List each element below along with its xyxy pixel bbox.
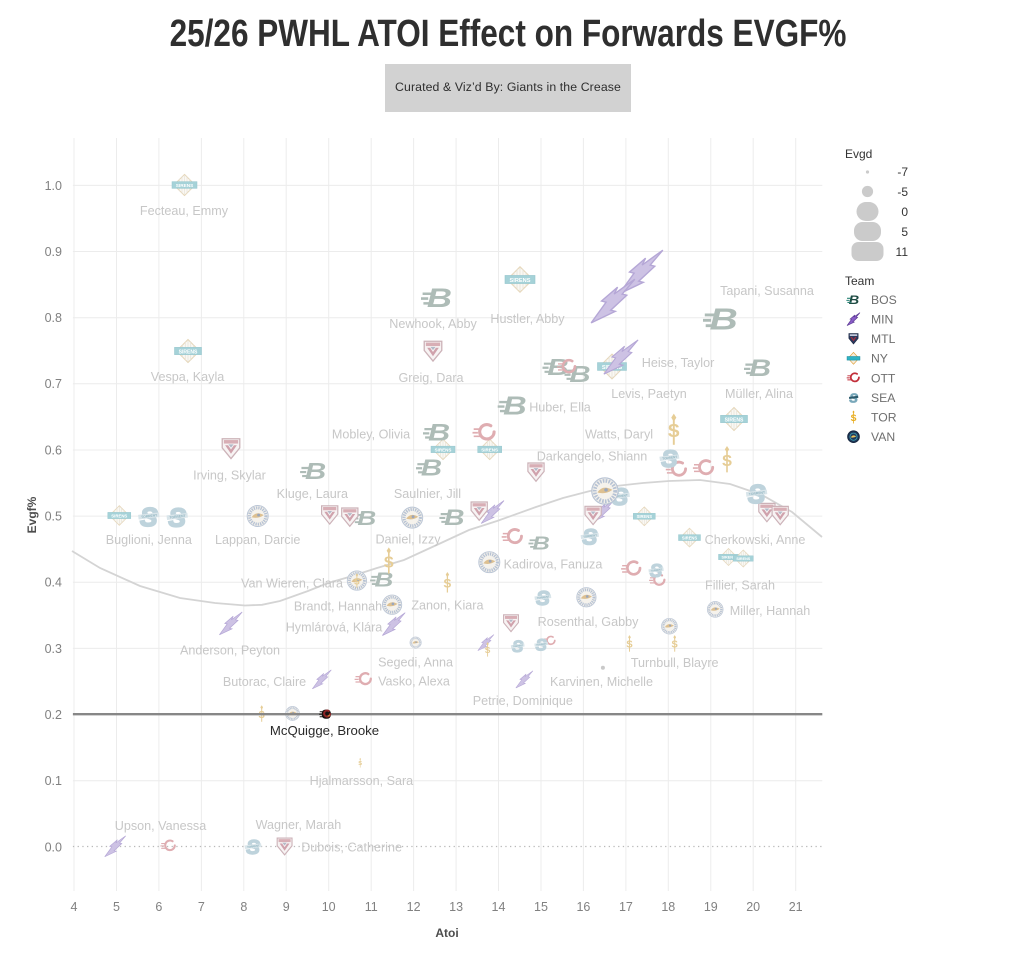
svg-text:Butorac, Claire: Butorac, Claire (223, 675, 306, 689)
svg-text:Upson, Vanessa: Upson, Vanessa (115, 819, 206, 833)
svg-text:Greig, Dara: Greig, Dara (398, 371, 463, 385)
svg-text:Evgd: Evgd (845, 147, 872, 161)
svg-text:Wagner, Marah: Wagner, Marah (256, 818, 342, 832)
svg-text:11: 11 (896, 245, 909, 259)
svg-text:Vespa, Kayla: Vespa, Kayla (151, 370, 225, 384)
svg-text:0.3: 0.3 (45, 642, 62, 656)
svg-text:MTL: MTL (871, 332, 896, 346)
svg-text:SEA: SEA (871, 391, 896, 405)
svg-text:Zanon, Kiara: Zanon, Kiara (411, 598, 483, 612)
svg-text:Lappan, Darcie: Lappan, Darcie (215, 533, 300, 547)
svg-text:Segedi, Anna: Segedi, Anna (378, 655, 453, 669)
svg-text:Kluge, Laura: Kluge, Laura (277, 487, 348, 501)
svg-text:14: 14 (492, 900, 506, 914)
svg-text:Irving, Skylar: Irving, Skylar (193, 469, 266, 483)
svg-text:19: 19 (704, 900, 718, 914)
svg-text:Dubois, Catherine: Dubois, Catherine (301, 841, 402, 855)
svg-text:Team: Team (845, 274, 874, 288)
svg-text:Kadirova, Fanuza: Kadirova, Fanuza (504, 557, 603, 571)
svg-text:OTT: OTT (871, 371, 896, 385)
svg-text:Buglioni, Jenna: Buglioni, Jenna (106, 533, 192, 547)
svg-text:17: 17 (619, 900, 633, 914)
svg-text:0: 0 (901, 205, 908, 219)
svg-text:Hjalmarsson, Sara: Hjalmarsson, Sara (310, 774, 414, 788)
svg-text:15: 15 (534, 900, 548, 914)
svg-text:Karvinen, Michelle: Karvinen, Michelle (550, 675, 653, 689)
svg-text:Levis, Paetyn: Levis, Paetyn (611, 387, 687, 401)
svg-text:12: 12 (407, 900, 421, 914)
svg-text:Hustler, Abby: Hustler, Abby (490, 312, 565, 326)
svg-text:16: 16 (576, 900, 590, 914)
svg-text:Fillier, Sarah: Fillier, Sarah (705, 578, 775, 592)
svg-text:0.5: 0.5 (45, 510, 62, 524)
svg-text:VAN: VAN (871, 430, 895, 444)
svg-text:Watts, Daryl: Watts, Daryl (585, 428, 653, 442)
svg-text:Miller, Hannah: Miller, Hannah (730, 604, 811, 618)
svg-text:11: 11 (365, 900, 378, 914)
svg-text:BOS: BOS (871, 293, 897, 307)
svg-text:18: 18 (661, 900, 675, 914)
svg-text:8: 8 (240, 900, 247, 914)
svg-text:Cherkowski, Anne: Cherkowski, Anne (705, 533, 806, 547)
svg-text:7: 7 (198, 900, 205, 914)
svg-text:Tapani, Susanna: Tapani, Susanna (720, 284, 814, 298)
svg-text:TOR: TOR (871, 411, 897, 425)
svg-text:Petrie, Dominique: Petrie, Dominique (473, 694, 573, 708)
svg-text:-5: -5 (897, 185, 908, 199)
svg-text:S: S (850, 413, 856, 423)
svg-text:Rosenthal, Gabby: Rosenthal, Gabby (538, 615, 640, 629)
svg-text:Mobley, Olivia: Mobley, Olivia (332, 428, 410, 442)
svg-text:0.8: 0.8 (45, 311, 62, 325)
svg-text:Van Wieren, Clara: Van Wieren, Clara (241, 577, 343, 591)
svg-text:13: 13 (449, 900, 463, 914)
svg-text:Atoi: Atoi (435, 926, 458, 940)
svg-text:0.7: 0.7 (45, 377, 62, 391)
svg-text:Newhook, Abby: Newhook, Abby (389, 317, 477, 331)
svg-text:25/26 PWHL ATOI Effect on Forw: 25/26 PWHL ATOI Effect on Forwards EVGF% (170, 12, 847, 54)
svg-text:0.6: 0.6 (45, 443, 62, 457)
svg-text:21: 21 (789, 900, 803, 914)
svg-text:0.4: 0.4 (45, 576, 62, 590)
svg-text:Brandt, Hannah: Brandt, Hannah (294, 600, 382, 614)
svg-text:MIN: MIN (871, 313, 893, 327)
svg-text:Daniel, Izzy: Daniel, Izzy (375, 533, 441, 547)
svg-text:B: B (849, 293, 859, 306)
svg-text:10: 10 (322, 900, 336, 914)
svg-text:Huber, Ella: Huber, Ella (529, 401, 591, 415)
svg-text:5: 5 (901, 225, 908, 239)
svg-text:0.2: 0.2 (45, 708, 62, 722)
svg-text:20: 20 (746, 900, 760, 914)
svg-text:NY: NY (871, 352, 888, 366)
svg-text:9: 9 (283, 900, 290, 914)
svg-text:Heise, Taylor: Heise, Taylor (642, 356, 715, 370)
svg-text:0.9: 0.9 (45, 245, 62, 259)
svg-text:Evgf%: Evgf% (25, 496, 39, 533)
svg-text:Anderson, Peyton: Anderson, Peyton (180, 643, 280, 657)
svg-text:Müller, Alina: Müller, Alina (725, 387, 793, 401)
svg-text:-7: -7 (897, 165, 908, 179)
svg-text:Vasko, Alexa: Vasko, Alexa (378, 675, 450, 689)
svg-text:1.0: 1.0 (45, 179, 62, 193)
svg-text:Curated & Viz’d By: Giants in: Curated & Viz’d By: Giants in the Crease (395, 80, 621, 94)
svg-text:0.0: 0.0 (45, 840, 62, 854)
svg-text:5: 5 (113, 900, 120, 914)
svg-text:6: 6 (155, 900, 162, 914)
svg-text:Fecteau, Emmy: Fecteau, Emmy (140, 204, 229, 218)
svg-text:0.1: 0.1 (45, 774, 62, 788)
svg-text:Saulnier, Jill: Saulnier, Jill (394, 487, 461, 501)
svg-text:Turnbull, Blayre: Turnbull, Blayre (631, 656, 719, 670)
svg-text:Hymlárová, Klára: Hymlárová, Klára (286, 621, 383, 635)
svg-text:4: 4 (71, 900, 78, 914)
svg-text:McQuigge, Brooke: McQuigge, Brooke (270, 723, 379, 738)
svg-text:Darkangelo, Shiann: Darkangelo, Shiann (537, 450, 648, 464)
